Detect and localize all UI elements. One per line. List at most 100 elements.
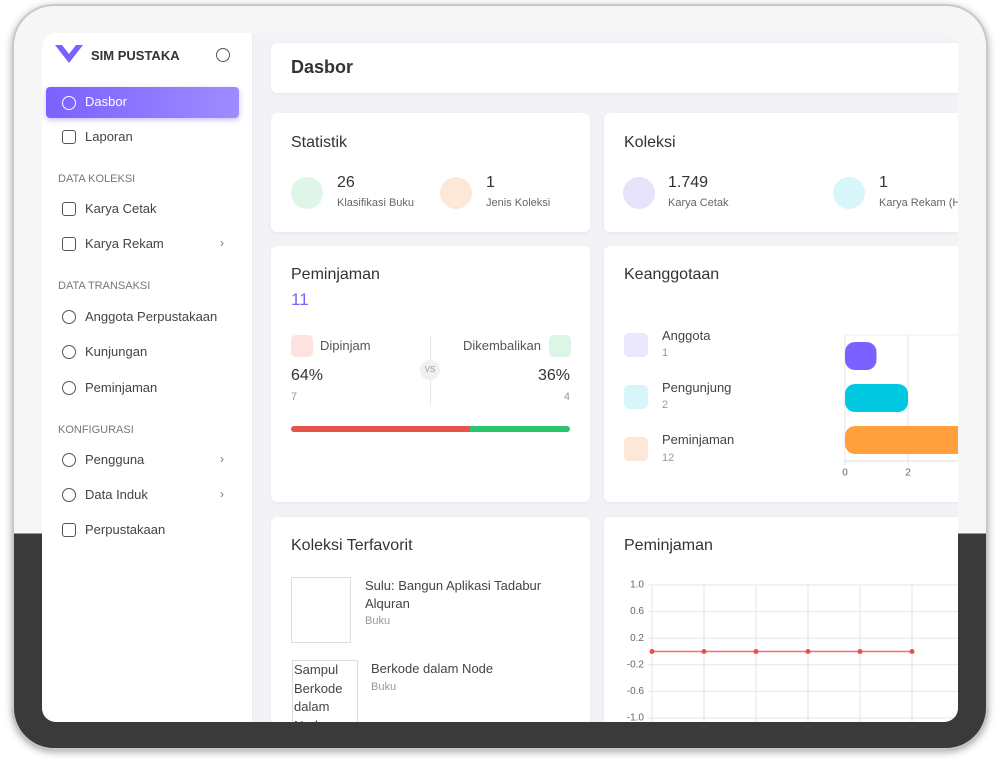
cover-image <box>291 577 351 643</box>
x-tick-label: 2 <box>905 468 911 479</box>
legend-label: Anggota <box>662 328 711 343</box>
stat-label: Karya Rekam (H <box>879 197 958 209</box>
card <box>604 113 958 232</box>
nav-label[interactable]: Kunjungan <box>85 344 148 359</box>
section-heading: KONFIGURASI <box>58 424 134 436</box>
legend-value: 1 <box>662 347 669 359</box>
progress-segment <box>469 426 570 432</box>
x-tick-label: 0 <box>842 468 848 479</box>
stat-value: 1.749 <box>668 174 709 191</box>
point <box>909 649 915 654</box>
icon <box>291 177 323 209</box>
bar <box>845 342 877 370</box>
card-title: Statistik <box>291 134 348 151</box>
nav-label[interactable]: Pengguna <box>85 452 145 467</box>
card <box>271 517 590 722</box>
nav-label[interactable]: Karya Cetak <box>85 201 157 216</box>
icon <box>624 437 648 461</box>
section-heading: DATA TRANSAKSI <box>58 280 151 292</box>
card <box>604 246 958 502</box>
toggle-button[interactable] <box>216 48 230 62</box>
header-card <box>271 43 958 93</box>
icon <box>62 310 76 324</box>
stat-label: Klasifikasi Buku <box>337 197 415 209</box>
card-title: Peminjaman <box>291 266 380 283</box>
point <box>805 649 811 654</box>
progress-bar <box>291 426 570 432</box>
progress-segment <box>291 426 470 432</box>
icon <box>62 453 76 467</box>
y-tick-label: 0.6 <box>630 606 644 617</box>
icon <box>624 333 648 357</box>
icon <box>833 177 865 209</box>
sidebar: SIM PUSTAKA Dasbor Laporan DATA KOLEKSI … <box>42 33 253 722</box>
part-percent: 36% <box>537 367 570 384</box>
chevron: › <box>220 487 224 501</box>
card <box>604 517 958 722</box>
stat-value: 1 <box>486 174 495 191</box>
brand: SIM PUSTAKA <box>91 48 180 63</box>
legend-label: Pengunjung <box>662 380 732 395</box>
icon <box>549 335 571 357</box>
icon <box>62 381 76 395</box>
logo <box>55 45 83 63</box>
card-title: Koleksi <box>624 134 676 151</box>
nav-label[interactable]: Data Induk <box>85 487 148 502</box>
chevron: › <box>220 236 224 250</box>
icon <box>624 385 648 409</box>
card-title: Peminjaman <box>624 537 713 554</box>
card-title: Keanggotaan <box>624 266 720 283</box>
part-label: Dikembalikan <box>462 338 541 353</box>
icon <box>440 177 472 209</box>
nav-label[interactable]: Anggota Perpustakaan <box>85 309 218 324</box>
icon <box>62 488 76 502</box>
stat-label: Jenis Koleksi <box>486 197 551 209</box>
y-tick-label: -0.2 <box>627 659 645 670</box>
icon <box>62 523 76 537</box>
stat-label: Karya Cetak <box>668 197 729 209</box>
nav-item-active[interactable] <box>46 87 239 118</box>
book-title[interactable]: Sulu: Bangun Aplikasi Tadabur Alquran <box>365 578 542 611</box>
y-tick-label: -1.0 <box>627 713 645 722</box>
book-type: Buku <box>365 615 391 627</box>
nav-label[interactable]: Dasbor <box>85 94 127 109</box>
point <box>857 649 863 654</box>
page-title: Dasbor <box>291 57 354 77</box>
icon <box>62 96 76 110</box>
part-count: 7 <box>291 391 298 403</box>
icon <box>62 237 76 251</box>
point <box>701 649 707 654</box>
section-heading: DATA KOLEKSI <box>58 173 136 185</box>
nav-label[interactable]: Laporan <box>85 129 133 144</box>
legend-label: Peminjaman <box>662 432 735 447</box>
icon <box>623 177 655 209</box>
nav-label[interactable]: Perpustakaan <box>85 522 166 537</box>
total: 11 <box>291 290 309 309</box>
part-count: 4 <box>563 391 570 403</box>
book-type: Buku <box>371 681 397 693</box>
card <box>271 113 590 232</box>
point <box>753 649 759 654</box>
bar <box>845 426 958 454</box>
legend-value: 2 <box>662 399 669 411</box>
legend-value: 12 <box>662 452 675 464</box>
charts: 0 2 1.0 0.6 0.2 -0.2 -0.6 -1.0 <box>627 334 958 722</box>
vs-badge: VS <box>420 360 440 380</box>
stat-value: 1 <box>879 174 888 191</box>
icon <box>62 130 76 144</box>
nav-label[interactable]: Peminjaman <box>85 380 158 395</box>
y-tick-label: -0.6 <box>627 686 645 697</box>
cover-image-alt: Sampul Berkode dalam Node <box>292 660 358 722</box>
stat-value: 26 <box>337 174 355 191</box>
screen: SIM PUSTAKA Dasbor Laporan DATA KOLEKSI … <box>42 33 958 722</box>
y-tick-label: 0.2 <box>630 633 644 644</box>
icon <box>291 335 313 357</box>
nav-label[interactable]: Karya Rekam <box>85 236 164 251</box>
point <box>649 649 655 654</box>
book-title[interactable]: Berkode dalam Node <box>371 661 494 676</box>
part-percent: 64% <box>291 367 324 384</box>
y-tick-label: 1.0 <box>630 580 644 591</box>
part-label: Dipinjam <box>320 338 371 353</box>
icon <box>62 345 76 359</box>
